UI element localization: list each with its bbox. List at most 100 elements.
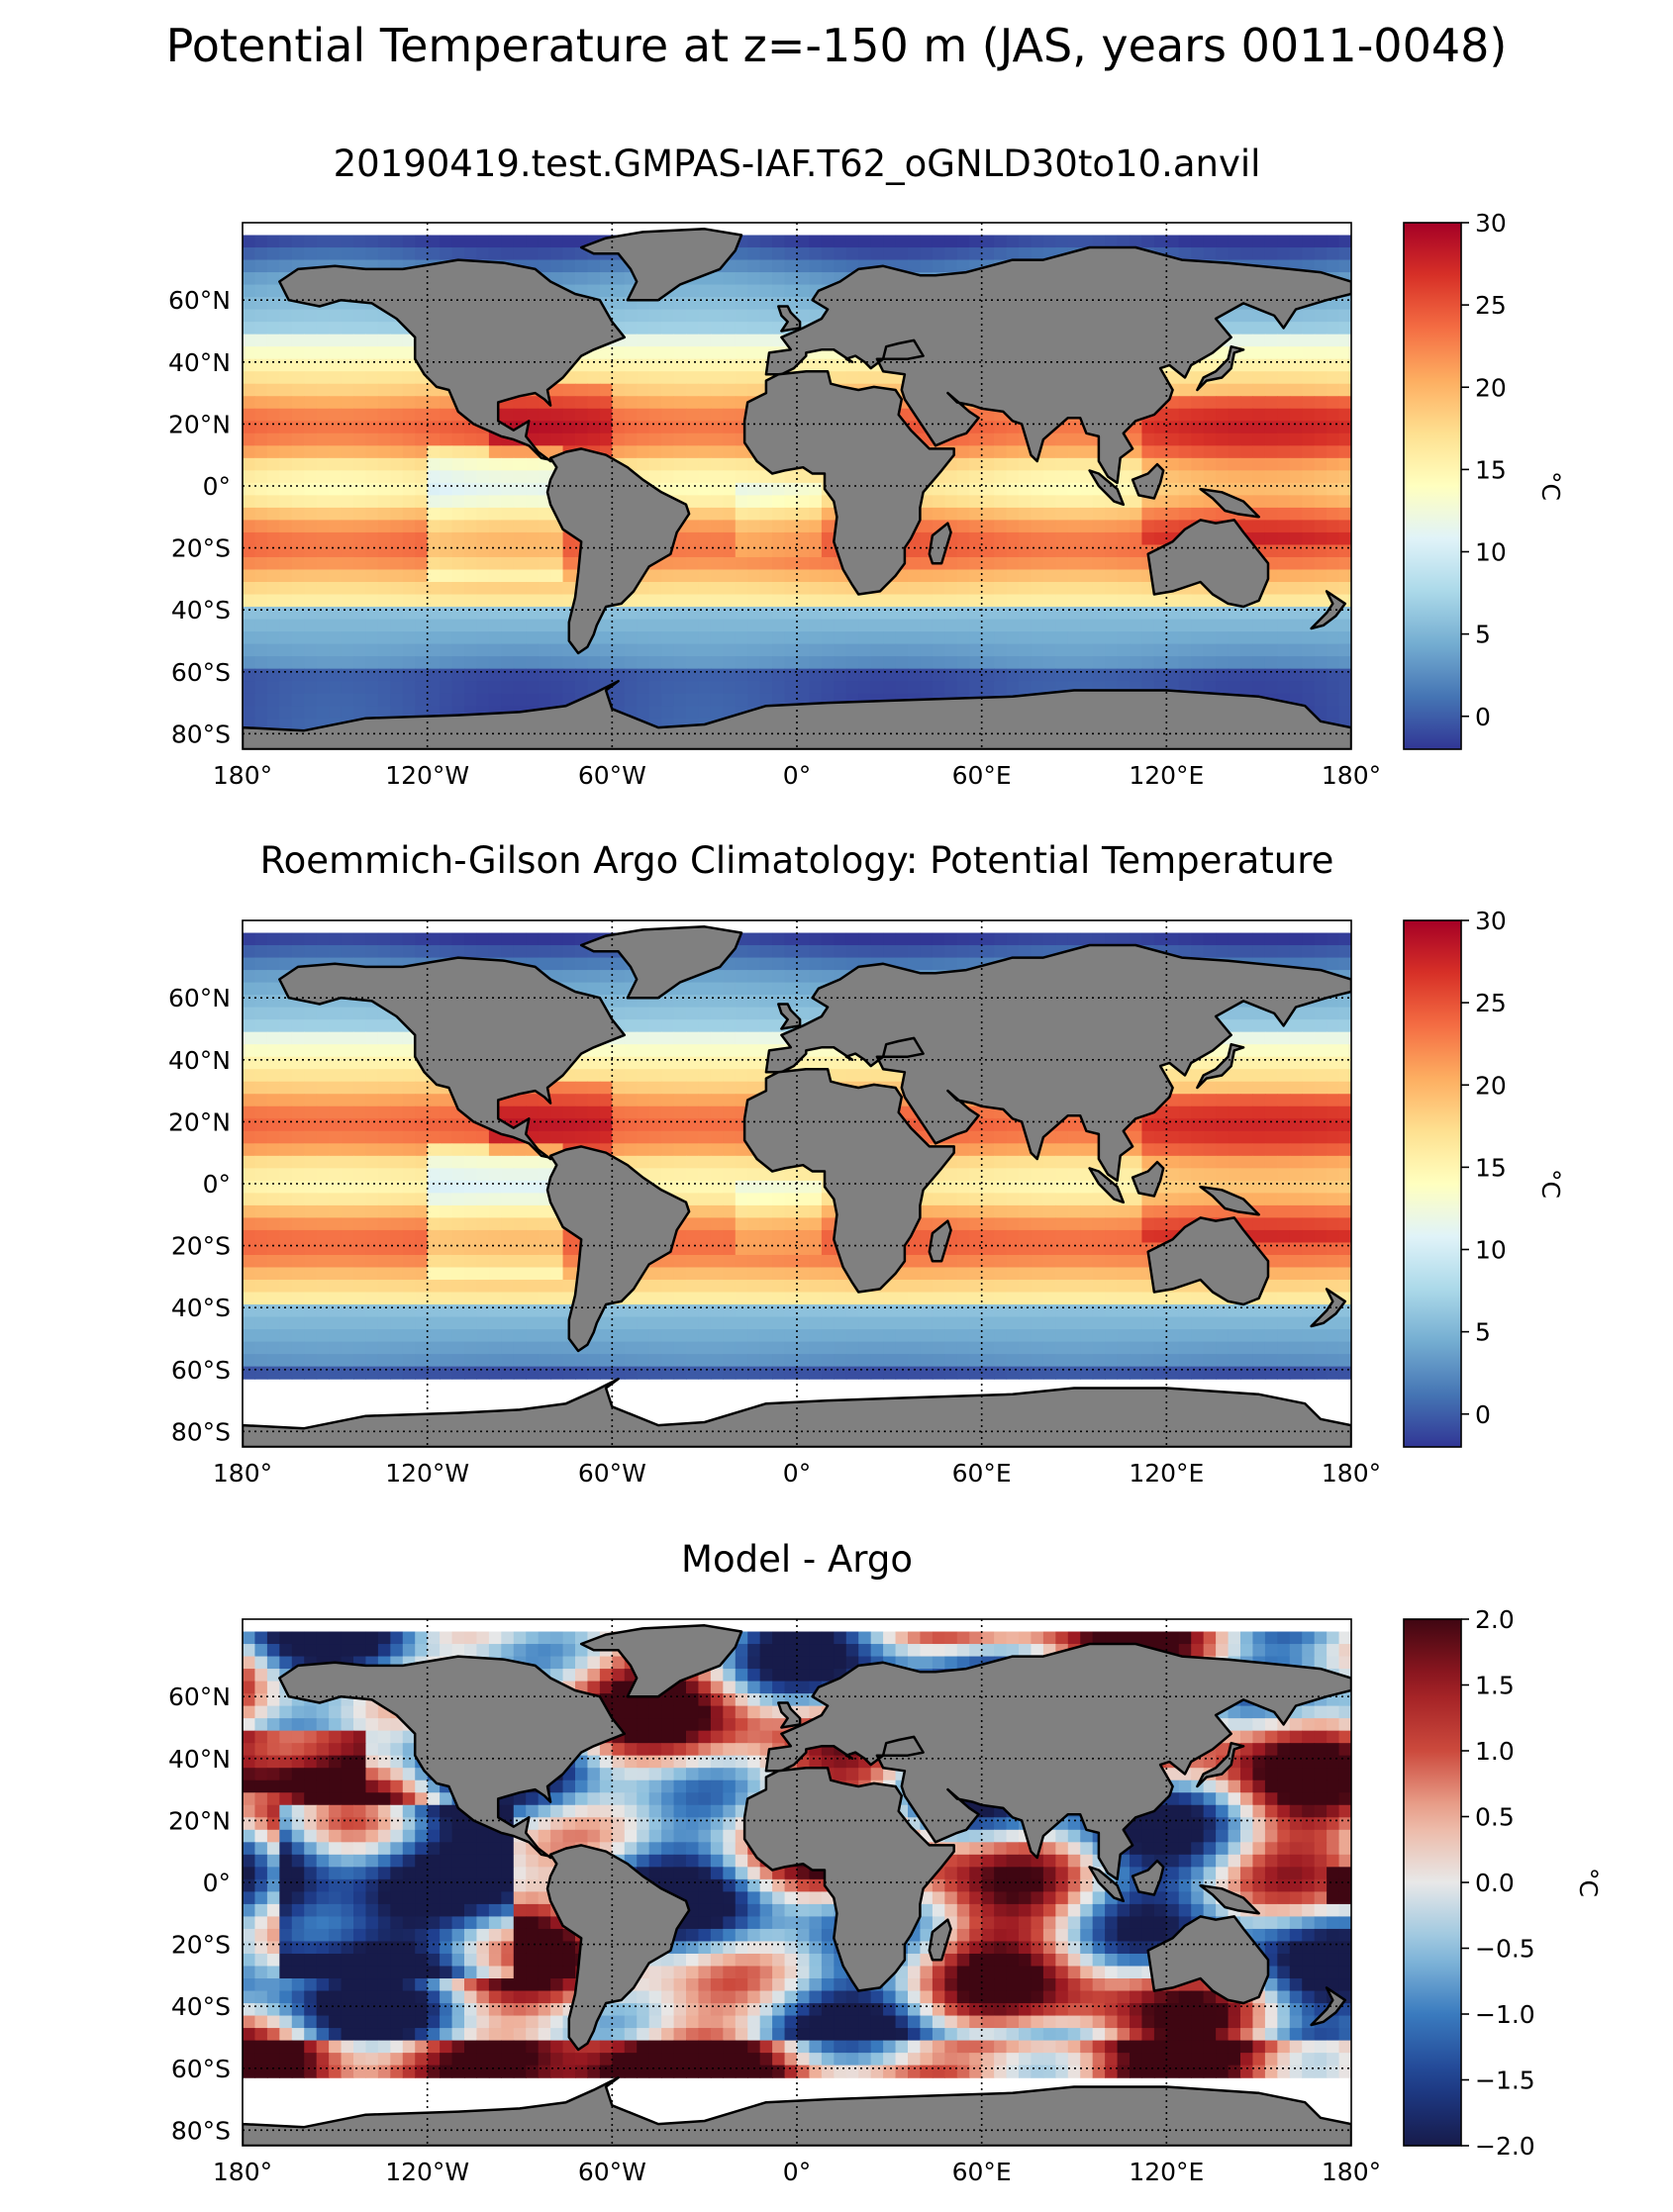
lon-tick-label: 180° [213,761,272,790]
lat-tick-label: 20°N [168,1806,231,1835]
lat-tick-label: 60°S [171,1356,231,1385]
colorbar-gradient [1403,919,1462,1448]
lon-tick-label: 60°W [578,761,646,790]
colorbar-tick-label: 25 [1475,989,1507,1017]
colorbar-tick-label: 0.5 [1475,1803,1515,1832]
lat-tick-label: 20°N [168,1107,231,1136]
lat-tick-label: 60°N [168,286,231,315]
land-mask [243,1624,1351,2146]
lat-tick-label: 20°S [171,534,231,563]
landmass-australia [1146,519,1270,609]
landmass-africa [742,1766,955,1992]
colorbar-gradient [1403,1618,1462,2147]
landmass-greenland [579,1624,743,1698]
panel-title: 20190419.test.GMPAS-IAF.T62_oGNLD30to10.… [334,143,1261,185]
colorbar-tick-label: 2.0 [1475,1605,1515,1634]
colorbar-tick-label: 10 [1475,538,1507,567]
landmass-south-america [545,447,691,655]
landmass-new-guinea [1199,1883,1260,1915]
lon-tick-label: 120°E [1129,761,1204,790]
landmass-eurasia [764,245,1351,485]
colorbar: 30 25 20 15 10 5 0 °C [1403,209,1565,750]
graticule [243,920,1351,1447]
colorbar-tick-label: 1.0 [1475,1737,1515,1766]
landmass-borneo [1131,1160,1165,1198]
landmass-antarctica [243,1377,1351,1447]
lon-tick-label: 0° [783,2158,811,2186]
lon-tick-label: 60°E [952,1459,1012,1488]
colorbar-tick-label: 15 [1475,1153,1507,1182]
lon-tick-label: 180° [1322,2158,1381,2186]
lat-tick-label: 40°S [171,1992,231,2021]
landmass-north-america [278,1655,627,1860]
colorbar: 2.0 1.5 1.0 0.5 0.0 −0.5 −1.0 −1.5 −2.0 °C [1403,1605,1603,2161]
landmass-australia [1146,1216,1270,1306]
landmass-antarctica [243,2075,1351,2146]
colorbar-gradient [1403,222,1462,750]
colorbar-tick-label: −1.5 [1475,2067,1535,2095]
colorbar-tick-label: 0.0 [1475,1869,1515,1897]
lat-tick-label: 40°N [168,1745,231,1774]
colorbar-tick-label: 30 [1475,907,1507,935]
lon-tick-label: 180° [1322,761,1381,790]
landmass-new-zealand [1310,1288,1347,1328]
landmass-greenland [579,925,743,1000]
lat-tick-label: 60°N [168,1683,231,1711]
graticule [243,223,1351,749]
landmass-australia [1146,1915,1270,2005]
colorbar-tick-label: 15 [1475,455,1507,484]
lat-tick-label: 0° [203,1170,231,1199]
graticule [243,1619,1351,2146]
colorbar-tick-label: 5 [1475,621,1491,649]
colorbar-tick-label: 20 [1475,373,1507,402]
colorbar-tick-label: −1.0 [1475,2000,1535,2029]
colorbar-tick-label: 5 [1475,1318,1491,1347]
map-frame [242,919,1352,1448]
landmass-greenland [579,228,743,302]
lat-tick-label: 80°S [171,1417,231,1446]
lon-tick-label: 0° [783,761,811,790]
lon-tick-label: 180° [213,2158,272,2186]
lon-tick-label: 60°W [578,1459,646,1488]
lat-tick-label: 40°N [168,348,231,377]
lat-tick-label: 60°N [168,984,231,1012]
colorbar-tick-label: 30 [1475,209,1507,238]
lat-tick-label: 60°S [171,658,231,687]
landmass-japan [1196,344,1245,392]
lat-tick-label: 60°S [171,2055,231,2083]
lat-tick-label: 20°S [171,1931,231,1960]
lon-tick-label: 120°E [1129,2158,1204,2186]
land-mask [243,925,1351,1447]
colorbar-unit-label: °C [1574,1868,1603,1897]
landmass-eurasia [764,1642,1351,1881]
lon-tick-label: 60°E [952,761,1012,790]
lat-tick-label: 40°S [171,1294,231,1322]
figure-title: Potential Temperature at z=-150 m (JAS, … [166,19,1508,72]
colorbar-unit-label: °C [1536,471,1565,501]
landmass-uk [777,1701,802,1729]
landmass-new-zealand [1310,1986,1347,2027]
lon-tick-label: 120°W [385,1459,469,1488]
landmass-japan [1196,1741,1245,1788]
landmass-uk [777,1003,802,1030]
colorbar-tick-label: −0.5 [1475,1935,1535,1964]
panel-title: Roemmich-Gilson Argo Climatology: Potent… [260,839,1334,882]
landmass-africa [742,369,955,596]
colorbar-tick-label: 0 [1475,703,1491,731]
landmass-uk [777,305,802,333]
lat-tick-label: 80°S [171,2116,231,2145]
landmass-madagascar [928,1219,952,1263]
colorbar-tick-label: 25 [1475,291,1507,320]
lat-tick-label: 20°S [171,1232,231,1261]
lon-tick-label: 0° [783,1459,811,1488]
map-panel-1: 20190419.test.GMPAS-IAF.T62_oGNLD30to10.… [168,143,1565,790]
map-frame [242,222,1352,750]
colorbar-tick-label: −2.0 [1475,2132,1535,2161]
lat-tick-label: 20°N [168,410,231,438]
landmass-africa [742,1067,955,1294]
lat-tick-label: 0° [203,1869,231,1897]
lat-tick-label: 40°S [171,596,231,625]
map-panel-3: Model - Argo 60°N 40°N 20°N 0° 20°S 40°S 60°S 80… [168,1538,1603,2186]
panels: 20190419.test.GMPAS-IAF.T62_oGNLD30to10.… [168,143,1603,2186]
